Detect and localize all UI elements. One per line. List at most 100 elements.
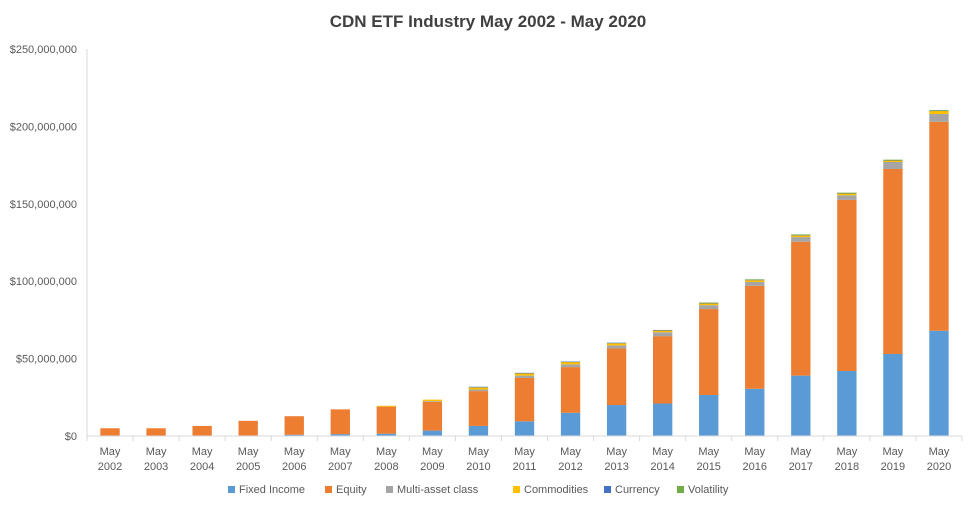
bar-segment <box>468 389 489 392</box>
bar-segment <box>837 192 857 194</box>
bar-segment <box>376 406 397 434</box>
x-tick-label: May 2017 <box>789 446 813 473</box>
bar-segment <box>560 361 581 363</box>
x-tick-label: May 2002 <box>98 446 122 473</box>
legend-label: Volatility <box>688 484 729 496</box>
x-tick-label: May 2018 <box>835 446 859 473</box>
x-tick-label: May 2005 <box>236 446 260 473</box>
bar-segment <box>929 110 949 112</box>
legend-label: Equity <box>336 484 367 496</box>
legend-swatch <box>325 486 332 493</box>
bar-segment <box>422 401 443 402</box>
bar-segment <box>606 345 627 349</box>
legend-label: Commodities <box>524 484 589 496</box>
bar-segment <box>376 405 397 407</box>
x-tick-label: May 2006 <box>282 446 306 473</box>
y-tick-label: $200,000,000 <box>10 121 77 133</box>
bar-segment <box>606 348 627 406</box>
bar-segment <box>791 375 811 436</box>
x-tick-label: May 2011 <box>513 446 537 473</box>
x-tick-label: May 2004 <box>190 446 214 473</box>
bar-segment <box>745 280 765 282</box>
bar-segment <box>468 391 489 426</box>
bar-segment <box>560 364 581 368</box>
bar-segment <box>652 332 673 337</box>
bar-segment <box>606 405 627 436</box>
legend-label: Multi-asset class <box>397 484 479 496</box>
legend-swatch <box>604 486 611 493</box>
x-tick-label: May 2019 <box>881 446 905 473</box>
legend-item: Currency <box>604 484 660 496</box>
bar-segment <box>929 114 949 122</box>
bar-segment <box>699 302 719 304</box>
bar-segment <box>560 412 581 436</box>
bar-segment <box>837 199 857 371</box>
y-tick-label: $100,000,000 <box>10 276 77 288</box>
bar-segment <box>514 373 535 376</box>
bar-segment <box>514 375 535 378</box>
bar-segment <box>192 425 212 436</box>
bar-segment <box>330 434 350 436</box>
y-tick-label: $150,000,000 <box>10 199 77 211</box>
x-tick-label: May 2013 <box>604 446 628 473</box>
y-tick-label: $0 <box>65 431 77 443</box>
legend-item: Multi-asset class <box>386 484 479 496</box>
legend-label: Fixed Income <box>239 484 305 496</box>
bar-segment <box>699 302 719 304</box>
legend-item: Volatility <box>677 484 729 496</box>
bar-segment <box>330 409 350 435</box>
bar-segment <box>422 430 443 436</box>
bar-segment <box>514 421 535 436</box>
bar-segment <box>791 234 811 236</box>
x-tick-label: May 2008 <box>374 446 398 473</box>
bar-segment <box>560 362 581 365</box>
bar-segment <box>422 401 443 431</box>
bar-segment <box>837 193 857 196</box>
bar-segment <box>652 329 673 331</box>
x-tick-label: May 2012 <box>558 446 582 473</box>
x-tick-label: May 2010 <box>466 446 490 473</box>
bar-segment <box>837 192 857 194</box>
bar-segment <box>699 303 719 306</box>
legend-label: Currency <box>615 484 660 496</box>
bar-segment <box>514 377 535 422</box>
bar-segment <box>699 394 719 436</box>
bar-segment <box>791 234 811 236</box>
bar-segment <box>560 367 581 413</box>
bar-segment <box>468 425 489 436</box>
x-tick-label: May 2009 <box>420 446 444 473</box>
y-tick-label: $50,000,000 <box>16 354 77 366</box>
y-tick-label: $250,000,000 <box>10 44 77 56</box>
bar-segment <box>238 420 258 436</box>
bar-segment <box>929 110 949 115</box>
bar-segment <box>284 434 304 436</box>
bar-segment <box>837 195 857 200</box>
bar-segment <box>745 281 765 286</box>
legend: Fixed Income Equity Multi-asset class Commo… <box>228 484 729 496</box>
bar-segment <box>791 237 811 242</box>
bar-segment <box>837 370 857 436</box>
bar-segment <box>652 403 673 436</box>
bar-segment <box>929 330 949 436</box>
x-tick-label: May 2007 <box>328 446 352 473</box>
bar-segment <box>652 336 673 404</box>
bar-segment <box>606 343 627 346</box>
legend-item: Commodities <box>513 484 589 496</box>
bar-segment <box>376 433 397 436</box>
legend-item: Fixed Income <box>228 484 305 496</box>
bar-segment <box>791 235 811 238</box>
legend-swatch <box>677 486 684 493</box>
bar-segment <box>745 279 765 281</box>
bar-segment <box>883 162 903 169</box>
bar-segment <box>745 285 765 389</box>
legend-swatch <box>513 486 520 493</box>
bar-segment <box>284 416 304 435</box>
y-axis: $0 $50,000,000 $100,000,000 $150,000,000 $20… <box>10 44 88 443</box>
chart-title: CDN ETF Industry May 2002 - May 2020 <box>330 12 647 31</box>
bar-segment <box>146 428 166 436</box>
bar-segment <box>883 159 903 161</box>
bar-segment <box>514 372 535 374</box>
bar-segment <box>883 159 903 161</box>
